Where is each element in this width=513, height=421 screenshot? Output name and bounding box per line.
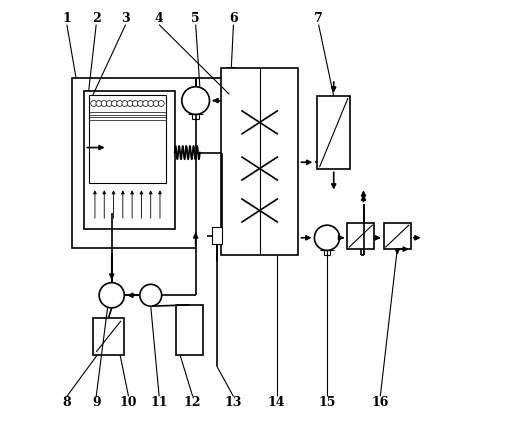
Circle shape	[159, 101, 164, 107]
Circle shape	[148, 101, 154, 107]
Text: 12: 12	[184, 396, 202, 409]
Text: 13: 13	[225, 396, 242, 409]
Circle shape	[122, 101, 128, 107]
Bar	[347, 223, 374, 249]
Circle shape	[182, 87, 209, 115]
Text: 14: 14	[268, 396, 285, 409]
Circle shape	[143, 101, 149, 107]
Text: 15: 15	[318, 396, 336, 409]
Text: 11: 11	[150, 396, 168, 409]
Text: 8: 8	[63, 396, 71, 409]
Bar	[221, 68, 299, 255]
Circle shape	[153, 101, 159, 107]
Circle shape	[111, 101, 117, 107]
Bar	[72, 78, 195, 248]
Text: 9: 9	[92, 396, 101, 409]
Circle shape	[91, 101, 96, 107]
Text: 5: 5	[191, 12, 200, 25]
Circle shape	[106, 101, 112, 107]
Circle shape	[101, 101, 107, 107]
Circle shape	[127, 101, 133, 107]
Text: 2: 2	[92, 12, 101, 25]
Circle shape	[137, 101, 144, 107]
Bar	[89, 95, 166, 183]
Bar	[211, 227, 222, 244]
Text: 10: 10	[120, 396, 137, 409]
Bar	[176, 305, 203, 355]
Circle shape	[117, 101, 123, 107]
Text: 4: 4	[155, 12, 164, 25]
Circle shape	[96, 101, 102, 107]
Text: 1: 1	[63, 12, 71, 25]
Text: 7: 7	[314, 12, 323, 25]
Circle shape	[140, 284, 162, 306]
Circle shape	[132, 101, 138, 107]
Bar	[93, 317, 124, 355]
Bar	[85, 91, 174, 229]
Circle shape	[314, 225, 340, 250]
Bar	[318, 96, 350, 169]
Bar	[226, 70, 236, 87]
Text: 16: 16	[371, 396, 389, 409]
Text: 6: 6	[229, 12, 238, 25]
Bar	[384, 223, 411, 249]
Text: 3: 3	[121, 12, 130, 25]
Circle shape	[99, 282, 124, 308]
